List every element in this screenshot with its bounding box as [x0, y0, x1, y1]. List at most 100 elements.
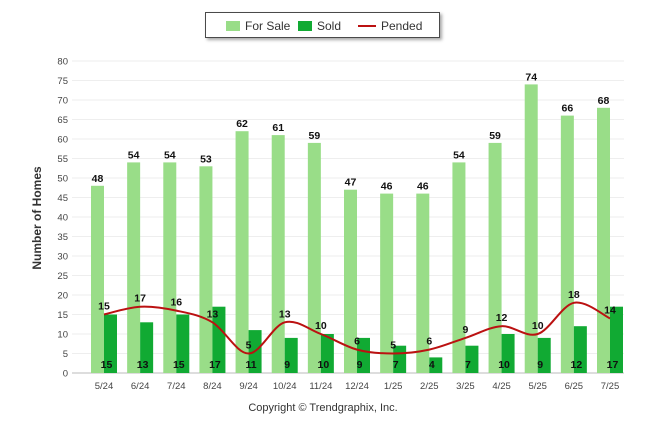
data-label-pended: 10 — [532, 320, 544, 332]
data-label-pended: 16 — [170, 297, 182, 309]
y-tick-label: 45 — [57, 193, 68, 204]
legend-swatch-for-sale — [226, 21, 240, 31]
data-label-sold: 17 — [607, 359, 619, 371]
bar-sold — [537, 337, 551, 373]
data-label-pended: 17 — [134, 293, 146, 305]
data-label-sold: 10 — [498, 359, 510, 371]
data-label-pended: 6 — [354, 336, 360, 348]
data-label-pended: 15 — [98, 301, 110, 313]
data-label-for-sale: 53 — [200, 153, 212, 165]
data-label-sold: 10 — [318, 359, 330, 371]
y-tick-label: 10 — [57, 330, 68, 341]
y-tick-label: 5 — [63, 349, 68, 360]
copyright-text: Copyright © Trendgraphix, Inc. — [248, 402, 398, 414]
y-tick-label: 75 — [57, 76, 68, 87]
legend-label-sold: Sold — [317, 19, 342, 33]
data-label-for-sale: 46 — [417, 181, 429, 193]
bar-sold — [212, 306, 226, 373]
data-label-sold: 17 — [209, 359, 221, 371]
bar-sold — [465, 345, 479, 373]
x-tick-label: 8/24 — [203, 381, 222, 392]
bar-for-sale — [235, 131, 249, 373]
bar-for-sale — [597, 107, 610, 374]
bar-for-sale — [91, 185, 104, 373]
data-label-pended: 9 — [463, 324, 469, 336]
data-label-for-sale: 46 — [381, 181, 393, 193]
data-label-sold: 15 — [101, 359, 113, 371]
data-label-for-sale: 59 — [489, 130, 501, 142]
legend-swatch-pended — [358, 25, 376, 27]
legend-swatch-sold — [298, 21, 312, 31]
data-label-sold: 9 — [284, 359, 290, 371]
bar-sold — [320, 334, 334, 373]
x-tick-label: 3/25 — [456, 381, 475, 392]
data-label-sold: 9 — [537, 359, 543, 371]
x-tick-label: 9/24 — [239, 381, 258, 392]
x-tick-label: 2/25 — [420, 381, 439, 392]
bar-sold — [284, 337, 298, 373]
data-label-pended: 12 — [496, 312, 508, 324]
data-label-pended: 13 — [207, 308, 219, 320]
y-tick-label: 0 — [63, 369, 68, 380]
x-tick-label: 1/25 — [384, 381, 403, 392]
legend-item-pended[interactable]: Pended — [358, 19, 422, 33]
data-label-for-sale: 54 — [164, 149, 176, 161]
y-tick-label: 80 — [57, 57, 68, 68]
data-label-sold: 13 — [137, 359, 149, 371]
data-label-for-sale: 47 — [345, 177, 357, 189]
y-tick-label: 40 — [57, 213, 68, 224]
data-label-pended: 18 — [568, 289, 580, 301]
data-label-pended: 5 — [390, 340, 396, 352]
x-tick-label: 11/24 — [309, 381, 332, 392]
y-tick-label: 65 — [57, 115, 68, 126]
y-tick-label: 70 — [57, 96, 68, 107]
legend: For Sale Sold Pended — [205, 12, 440, 38]
data-label-sold: 12 — [571, 359, 583, 371]
x-tick-label: 10/24 — [273, 381, 297, 392]
data-label-for-sale: 48 — [92, 173, 104, 185]
bar-for-sale — [307, 142, 321, 373]
legend-item-for-sale[interactable]: For Sale — [226, 19, 290, 33]
bar-for-sale — [199, 166, 213, 373]
x-tick-label: 4/25 — [492, 381, 511, 392]
bar-for-sale — [344, 189, 357, 373]
bar-for-sale — [163, 162, 177, 373]
data-label-for-sale: 54 — [128, 149, 140, 161]
data-label-sold: 15 — [173, 359, 185, 371]
x-tick-label: 12/24 — [345, 381, 369, 392]
y-tick-label: 35 — [57, 232, 68, 243]
data-label-pended: 13 — [279, 308, 291, 320]
y-axis-label: Number of Homes — [30, 166, 44, 270]
bar-sold — [429, 357, 443, 373]
data-label-sold: 11 — [246, 359, 257, 371]
bar-sold — [176, 314, 190, 373]
y-axis-ticks: 0 5 10 15 20 25 30 35 40 45 50 55 60 65 70 75 80 — [57, 57, 68, 380]
data-label-sold: 4 — [429, 359, 435, 371]
bars — [91, 84, 623, 374]
data-label-pended: 5 — [246, 340, 252, 352]
bar-sold — [104, 314, 117, 373]
legend-label-for-sale: For Sale — [245, 19, 291, 33]
data-label-pended: 14 — [604, 304, 616, 316]
bar-for-sale — [127, 162, 141, 373]
y-tick-label: 20 — [57, 291, 68, 302]
bar-sold — [357, 337, 370, 373]
bar-sold — [610, 306, 623, 373]
data-label-for-sale: 74 — [525, 71, 537, 83]
data-label-for-sale: 66 — [562, 103, 574, 115]
data-label-for-sale: 61 — [272, 122, 284, 134]
y-tick-label: 25 — [57, 271, 68, 282]
legend-label-pended: Pended — [381, 19, 423, 33]
data-label-sold: 7 — [393, 359, 399, 371]
bar-for-sale — [271, 135, 285, 373]
x-tick-label: 6/24 — [131, 381, 150, 392]
legend-item-sold[interactable]: Sold — [298, 19, 341, 33]
bar-sold — [501, 334, 515, 373]
bar-sold — [573, 326, 587, 373]
bar-for-sale — [452, 162, 466, 373]
bar-sold — [140, 322, 154, 373]
data-label-for-sale: 59 — [309, 130, 321, 142]
data-label-for-sale: 68 — [598, 95, 610, 107]
bar-for-sale — [560, 115, 574, 373]
